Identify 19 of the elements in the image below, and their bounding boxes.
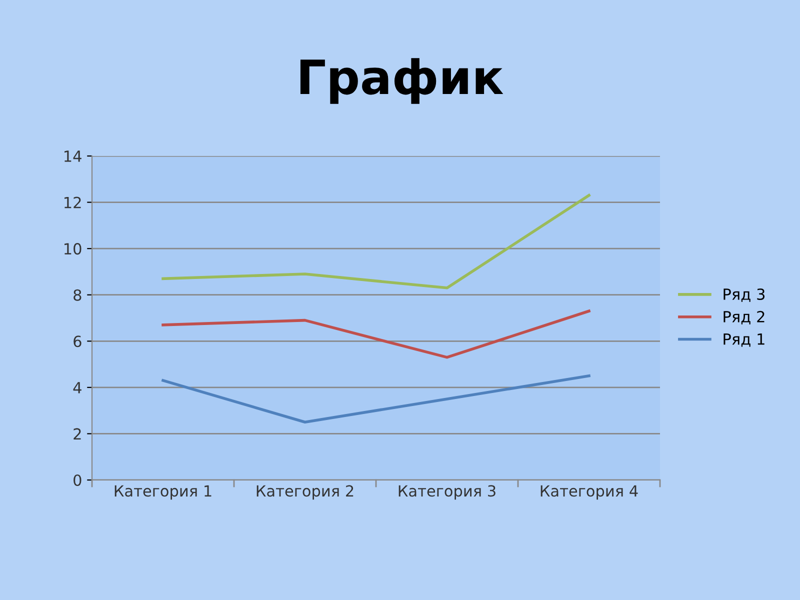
y-tick-label: 14 xyxy=(64,150,82,162)
legend-label: Ряд 3 xyxy=(724,288,765,302)
y-tick-label: 2 xyxy=(74,428,81,440)
y-tick-label: 10 xyxy=(64,243,82,255)
legend-label: Ряд 2 xyxy=(724,310,764,324)
chart-title: График xyxy=(300,58,504,104)
y-tick-label: 4 xyxy=(73,382,82,394)
line-series xyxy=(162,194,590,290)
y-tick-label: 6 xyxy=(74,336,82,348)
x-tick-label: Категория 2 xyxy=(256,485,354,500)
line-series xyxy=(162,374,590,424)
x-tick-label: Категория 3 xyxy=(398,485,496,500)
x-tick-label: Категория 1 xyxy=(114,485,212,500)
y-tick-label: 12 xyxy=(64,196,81,208)
x-tick-label: Категория 4 xyxy=(540,485,638,500)
legend-label: Ряд 1 xyxy=(724,334,764,347)
line-series xyxy=(162,310,590,359)
y-tick-label: 8 xyxy=(74,289,82,301)
y-tick-label: 0 xyxy=(74,474,82,486)
